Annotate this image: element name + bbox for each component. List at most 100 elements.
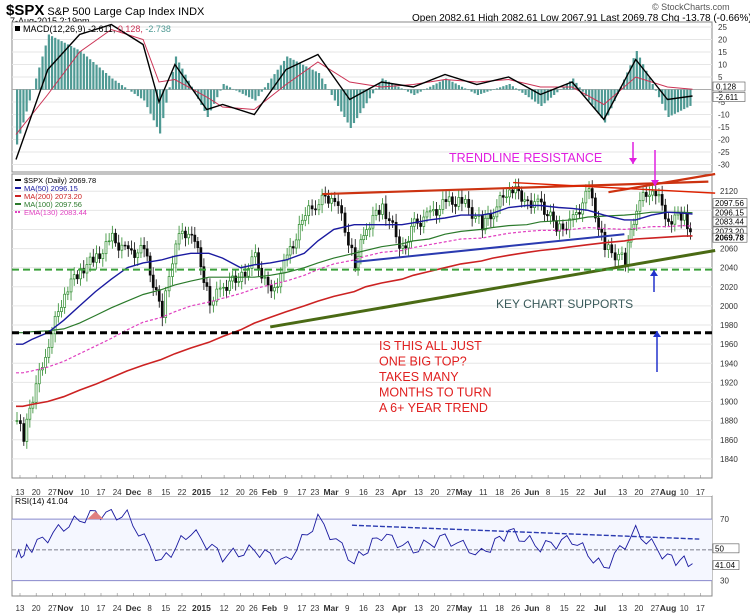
macd-histogram-bar (651, 84, 654, 90)
macd-histogram-bar (629, 65, 632, 90)
macd-histogram-bar (543, 89, 546, 104)
macd-histogram-bar (19, 89, 22, 134)
macd-histogram-bar (689, 89, 692, 106)
macd-histogram-bar (356, 89, 359, 119)
macd-histogram-bar (670, 89, 673, 116)
macd-histogram-bar (289, 58, 292, 90)
macd-histogram-bar (581, 89, 584, 92)
macd-histogram-bar (273, 74, 276, 90)
macd-histogram-bar (238, 89, 241, 93)
x-axis-label: 24 (113, 488, 122, 497)
x-axis-label: 20 (236, 604, 245, 613)
macd-histogram-bar (200, 89, 203, 105)
macd-histogram-bar (549, 89, 553, 98)
price-candle-body (377, 209, 381, 215)
price-candle-body (347, 232, 350, 246)
price-candle-body (151, 274, 155, 288)
price-candle-body (196, 241, 200, 248)
x-axis-label: 15 (560, 604, 569, 613)
macd-histogram-bar (610, 89, 613, 109)
macd-histogram-bar (626, 72, 629, 90)
price-candle-body (454, 204, 457, 207)
macd-histogram-bar (410, 89, 413, 94)
macd-histogram-bar (311, 69, 314, 90)
price-tick-label: 1920 (720, 378, 738, 387)
price-candle-body (291, 246, 295, 249)
macd-histogram-bar (403, 89, 406, 91)
price-candle-body (288, 246, 292, 256)
ma200-line (16, 235, 693, 408)
price-candle-body (457, 197, 461, 207)
price-candle-body (279, 272, 283, 288)
macd-histogram-bar (387, 81, 391, 90)
x-axis-label: 9 (283, 604, 288, 613)
price-candle-body (629, 229, 633, 243)
price-candle-body (520, 190, 524, 202)
price-candle-body (673, 214, 677, 225)
price-candle-body (63, 293, 67, 308)
macd-histogram-bar (432, 85, 435, 90)
x-axis-label: 9 (345, 604, 350, 613)
macd-histogram-bar (534, 89, 537, 102)
x-axis-label: 11 (479, 604, 488, 613)
price-candle-body (536, 198, 540, 203)
price-candle-body (148, 255, 152, 276)
price-candle-body (667, 218, 670, 222)
arrow-resistance-1-head (629, 158, 637, 164)
price-candle-body (180, 230, 184, 234)
macd-histogram-bar (527, 89, 530, 98)
price-candle-body (514, 186, 517, 194)
arrow-support-1-head (650, 270, 658, 276)
x-axis-label: 16 (359, 604, 368, 613)
price-tick-label: 2000 (720, 302, 738, 311)
macd-histogram-bar (302, 64, 305, 90)
macd-histogram-bar (479, 89, 483, 94)
macd-histogram-bar (330, 89, 333, 95)
price-candle-body (60, 307, 63, 312)
price-candle-body (404, 245, 408, 249)
macd-histogram-bar (63, 42, 66, 90)
macd-histogram-bar (117, 82, 120, 90)
copyright: © StockCharts.com (652, 2, 730, 12)
macd-histogram-bar (584, 89, 588, 97)
x-axis-label: Jul (594, 487, 606, 497)
macd-histogram-bar (127, 89, 130, 90)
macd-histogram-bar (632, 58, 635, 90)
macd-histogram-bar (508, 84, 511, 90)
annotation-key-supports: KEY CHART SUPPORTS (496, 297, 633, 311)
price-candle-body (391, 220, 395, 223)
price-candle-body (422, 216, 426, 227)
price-candle-body (25, 418, 29, 442)
x-axis-label: 15 (560, 488, 569, 497)
price-candle-body (120, 244, 124, 251)
macd-tick-label: -5 (718, 98, 726, 107)
x-axis-label: 13 (16, 488, 25, 497)
support-trendline-green (269, 248, 716, 329)
macd-histogram-bar (654, 89, 657, 91)
price-candle-body (444, 199, 448, 202)
macd-histogram-bar (460, 86, 464, 90)
price-candle-body (50, 333, 54, 348)
macd-histogram-bar (495, 88, 499, 90)
rsi-trendline (351, 524, 700, 540)
x-axis-label: 2015 (192, 603, 211, 613)
price-candle-body (184, 230, 187, 239)
price-candle-body (117, 242, 121, 251)
rsi-overbought-fill (87, 511, 104, 520)
macd-histogram-bar (267, 82, 270, 90)
price-candle-body (571, 214, 575, 220)
price-candle-body (340, 205, 343, 214)
price-candle-body (501, 195, 505, 198)
macd-histogram-bar (467, 89, 470, 91)
macd-histogram-bar (521, 89, 524, 93)
x-axis-label: 26 (511, 488, 520, 497)
macd-histogram-bar (25, 89, 28, 112)
price-candle-body (333, 197, 337, 203)
price-candle-body (44, 356, 47, 368)
macd-histogram-bar (622, 79, 626, 90)
x-axis-label: 18 (495, 604, 504, 613)
price-candle-body (523, 199, 527, 202)
macd-histogram-bar (251, 89, 254, 99)
macd-histogram-bar (657, 89, 661, 98)
rsi-badge (712, 543, 740, 554)
